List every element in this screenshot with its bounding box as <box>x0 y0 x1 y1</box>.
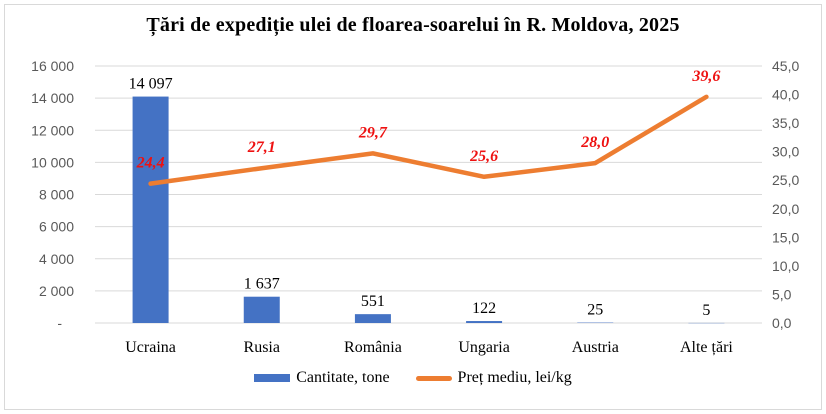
y-axis-right-tick: 20,0 <box>772 201 799 217</box>
x-axis-category-label: Rusia <box>244 339 280 356</box>
bar-value-label: 14 097 <box>129 76 173 93</box>
y-axis-right-tick: 35,0 <box>772 115 799 131</box>
legend-swatch-line-icon <box>415 375 452 381</box>
y-axis-right-tick: 25,0 <box>772 172 799 188</box>
x-axis-category-label: România <box>344 339 402 356</box>
price-value-label: 25,6 <box>469 148 498 165</box>
bar-Ucraina <box>132 96 169 323</box>
price-line <box>148 94 709 186</box>
y-axis-right-tick: 40,0 <box>772 87 799 103</box>
bar-value-label: 25 <box>587 302 603 319</box>
y-axis-left-tick: 10 000 <box>31 154 74 170</box>
bar-value-label: 551 <box>361 293 385 310</box>
chart-title: Țări de expediție ulei de floarea-soarel… <box>146 14 680 36</box>
price-value-label: 39,6 <box>691 68 720 85</box>
legend-item-price: Preț mediu, lei/kg <box>415 369 572 387</box>
bar-value-label: 122 <box>472 300 496 317</box>
bar-value-label: 1 637 <box>244 276 280 293</box>
bar-value-label: 5 <box>702 302 710 319</box>
legend-label-price: Preț mediu, lei/kg <box>457 369 572 386</box>
legend-item-quantity: Cantitate, tone <box>254 369 390 387</box>
y-axis-right-tick: 0,0 <box>772 315 792 331</box>
x-axis-category-label: Alte țări <box>680 339 733 356</box>
bar-Rusia <box>243 296 280 323</box>
y-axis-right-tick: 10,0 <box>772 258 799 274</box>
price-value-label: 28,0 <box>580 134 609 151</box>
price-value-label: 24,4 <box>136 155 165 172</box>
bar-Ungaria <box>466 321 503 323</box>
y-axis-right-tick: 30,0 <box>772 144 799 160</box>
bar-România <box>354 314 391 323</box>
x-axis-category-label: Austria <box>572 339 619 356</box>
y-axis-left-tick: 16 000 <box>31 58 74 74</box>
y-axis-left-tick: - <box>57 315 62 331</box>
x-axis-category-label: Ungaria <box>458 339 510 356</box>
y-axis-right-tick: 15,0 <box>772 229 799 245</box>
legend: Cantitate, tone Preț mediu, lei/kg <box>0 369 826 387</box>
y-axis-right-tick: 5,0 <box>772 286 792 302</box>
y-axis-left-tick: 4 000 <box>39 251 74 267</box>
price-value-label: 27,1 <box>247 139 276 156</box>
y-axis-left-tick: 6 000 <box>39 219 74 235</box>
price-value-label: 29,7 <box>358 124 388 141</box>
y-axis-right-tick: 45,0 <box>772 58 799 74</box>
y-axis-left-tick: 8 000 <box>39 187 74 203</box>
y-axis-left-tick: 14 000 <box>31 90 74 106</box>
x-axis-category-label: Ucraina <box>125 339 176 356</box>
legend-swatch-bar-icon <box>254 374 291 382</box>
y-axis-left-tick: 12 000 <box>31 122 74 138</box>
legend-label-quantity: Cantitate, tone <box>296 369 390 386</box>
y-axis-left-tick: 2 000 <box>39 283 74 299</box>
